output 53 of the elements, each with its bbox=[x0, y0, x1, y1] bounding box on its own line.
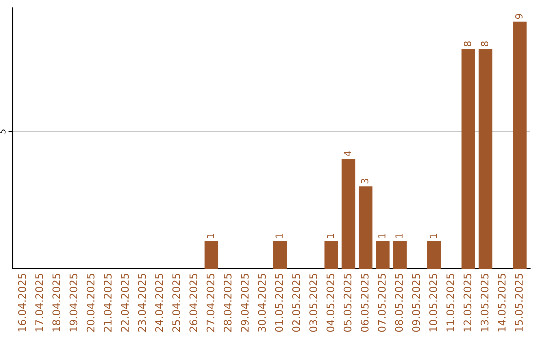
bar bbox=[376, 241, 390, 269]
x-tick-label: 06.05.2025 bbox=[360, 274, 369, 332]
x-tick-label: 10.05.2025 bbox=[429, 274, 438, 332]
x-tick-label: 02.05.2025 bbox=[292, 274, 300, 332]
bar bbox=[428, 241, 442, 269]
x-tick-label: 04.05.2025 bbox=[326, 274, 335, 332]
data-label: 1 bbox=[378, 234, 386, 238]
x-tick-label: 19.04.2025 bbox=[70, 274, 78, 332]
x-tick-label: 07.05.2025 bbox=[378, 274, 386, 332]
data-label: 1 bbox=[207, 234, 214, 238]
x-tick-label: 03.05.2025 bbox=[310, 274, 318, 332]
bar bbox=[358, 186, 373, 269]
x-tick-label: 16.04.2025 bbox=[18, 274, 26, 332]
data-label: 1 bbox=[430, 234, 438, 238]
y-tick-label: 5 bbox=[0, 130, 6, 134]
data-label: 1 bbox=[396, 234, 403, 238]
bar bbox=[204, 241, 219, 269]
x-tick-label: 11.05.2025 bbox=[446, 274, 455, 332]
x-tick-label: 23.04.2025 bbox=[138, 274, 146, 332]
x-tick-label: 01.05.2025 bbox=[275, 274, 284, 332]
x-tick-label: 12.05.2025 bbox=[464, 274, 472, 332]
bar bbox=[342, 159, 356, 269]
x-tick-label: 27.04.2025 bbox=[206, 274, 215, 332]
x-tick-label: 13.05.2025 bbox=[480, 274, 489, 332]
data-label: 4 bbox=[344, 151, 352, 156]
x-tick-label: 20.04.2025 bbox=[86, 274, 95, 332]
data-label: 8 bbox=[481, 42, 489, 46]
x-tick-label: 26.04.2025 bbox=[190, 274, 198, 332]
x-tick-label: 30.04.2025 bbox=[258, 274, 266, 332]
x-tick-label: 21.04.2025 bbox=[104, 274, 112, 332]
x-tick-label: 18.04.2025 bbox=[52, 274, 61, 332]
x-tick-label: 14.05.2025 bbox=[498, 274, 506, 332]
x-tick-label: 15.05.2025 bbox=[515, 274, 524, 332]
data-label: 9 bbox=[515, 14, 523, 20]
data-label: 3 bbox=[361, 178, 369, 184]
x-tick-label: 22.04.2025 bbox=[121, 274, 130, 332]
x-tick-label: 05.05.2025 bbox=[344, 274, 352, 332]
bar bbox=[478, 49, 493, 269]
bar bbox=[393, 241, 407, 269]
data-label: 8 bbox=[464, 42, 472, 46]
x-tick-label: 25.04.2025 bbox=[172, 274, 180, 332]
bar bbox=[513, 22, 527, 269]
bar bbox=[462, 49, 476, 269]
x-tick-label: 09.05.2025 bbox=[412, 274, 420, 332]
x-tick-label: 28.04.2025 bbox=[224, 274, 232, 332]
x-tick-label: 29.04.2025 bbox=[241, 274, 249, 332]
x-tick-label: 08.05.2025 bbox=[395, 274, 404, 332]
data-label: 1 bbox=[327, 234, 334, 238]
bar bbox=[324, 241, 338, 269]
x-tick-label: 24.04.2025 bbox=[155, 274, 164, 332]
x-tick-label: 17.04.2025 bbox=[36, 274, 44, 332]
data-label: 1 bbox=[276, 234, 283, 238]
bar bbox=[273, 241, 288, 269]
